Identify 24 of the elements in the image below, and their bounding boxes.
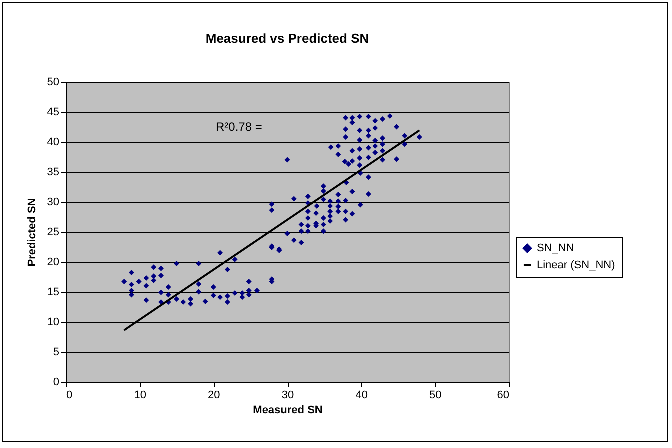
x-tick-label: 20 [208, 390, 220, 402]
x-tick-label: 0 [66, 390, 73, 402]
x-tick-label: 10 [134, 390, 146, 402]
y-tick-label: 20 [47, 256, 60, 268]
y-tick-label: 0 [53, 376, 60, 388]
y-tick-label: 25 [47, 226, 60, 238]
x-tick-label: 50 [430, 390, 442, 402]
y-tick-label: 5 [53, 346, 60, 358]
y-tick-label: 10 [47, 316, 60, 328]
y-tick-label: 50 [47, 76, 60, 88]
legend-label: SN_NN [537, 242, 574, 254]
legend-label: Linear (SN_NN) [537, 260, 616, 272]
x-tick-label: 40 [356, 390, 368, 402]
annotation: R²0.78 = [216, 120, 262, 134]
chart-title: Measured vs Predicted SN [206, 31, 370, 46]
x-axis-title: Measured SN [253, 404, 323, 416]
y-tick-label: 35 [47, 166, 60, 178]
y-tick-label: 30 [47, 196, 60, 208]
x-tick-label: 30 [282, 390, 294, 402]
y-axis-title: Predicted SN [26, 198, 38, 267]
y-tick-label: 45 [47, 106, 60, 118]
y-tick-label: 15 [47, 286, 60, 298]
x-tick-label: 60 [497, 390, 510, 402]
y-tick-label: 40 [47, 136, 60, 148]
